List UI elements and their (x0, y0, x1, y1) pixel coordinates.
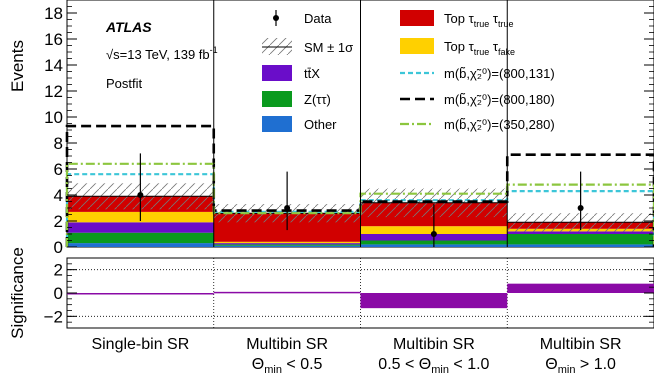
legend-ttx-swatch (262, 65, 292, 81)
significance-bar-bin-1 (213, 291, 361, 294)
ratio-tick-label-0: −2 (44, 307, 63, 326)
category-sublabel-1: Θmin < 0.5 (252, 356, 323, 376)
stack-bar-0-bin-0 (67, 243, 214, 247)
y-axis-label: Events (8, 40, 27, 92)
legend-toptt-sub2: true (498, 19, 514, 29)
significance-bars (67, 269, 654, 317)
data-point-bin-3 (577, 205, 584, 211)
category-sublabel-rest: < 1.0 (449, 356, 490, 373)
category-label-3: Multibin SR (540, 336, 622, 353)
ratio-y-axis: −2 0 2 (44, 257, 654, 329)
data-point-bin-1 (284, 205, 291, 211)
y-tick-label-1: 2 (54, 212, 63, 231)
legend-data-marker (273, 15, 279, 21)
legend-other-text: Other (304, 117, 337, 132)
stack-bar-0-bin-1 (213, 245, 361, 247)
stack-bar-1-bin-3 (507, 234, 654, 245)
significance-bar-bin-0 (67, 293, 214, 295)
legend-sm-label: SM ± 1 (304, 40, 345, 55)
legend-toptf-sub2: fake (498, 47, 515, 57)
category-sublabel-sub: min (431, 364, 449, 376)
legend-toptf-a: Top τ (444, 39, 475, 54)
legend-sig2-text: m(b̃,χ̃₂⁰)=(800,180) (444, 92, 555, 107)
data-point-bin-0 (137, 192, 144, 198)
category-sublabel-sub: min (558, 364, 576, 376)
category-sublabel-rest: > 1.0 (575, 356, 616, 373)
legend-toptt-b: τ (489, 11, 499, 26)
main-y-axis: 0 2 4 6 8 10 12 14 16 18 (44, 0, 654, 257)
significance-bar-bin-3 (507, 283, 654, 293)
stack-bar-1-bin-1 (213, 244, 361, 246)
legend-toptf-sub1: true (474, 47, 490, 57)
category-label-0: Single-bin SR (91, 336, 189, 353)
y-tick-label-6: 12 (44, 82, 63, 101)
ratio-y-axis-label: Significance (8, 247, 27, 339)
postfit-label: Postfit (106, 76, 143, 91)
legend-toptt-sub1: true (474, 19, 490, 29)
stack-bar-2-bin-0 (67, 222, 214, 233)
stack-bar-1-bin-0 (67, 232, 214, 244)
energy-sup: -1 (210, 45, 218, 55)
legend: Data SM ± 1σ tt̄X Z(ττ) Other Top τtrue … (262, 10, 555, 132)
legend-toptf-text: Top τtrue τfake (444, 39, 515, 57)
category-sublabel-sub: min (264, 364, 282, 376)
legend-toptt-text: Top τtrue τtrue (444, 11, 514, 29)
category-sublabel-rest: < 0.5 (282, 356, 323, 373)
atlas-label: ATLAS (105, 19, 152, 35)
y-tick-label-9: 18 (44, 4, 63, 23)
legend-ttx-text: tt̄X (304, 66, 320, 81)
legend-data-text: Data (304, 11, 332, 26)
stack-bar-0-bin-3 (507, 244, 654, 247)
legend-toptt-a: Top τ (444, 11, 475, 26)
ratio-tick-label-2: 2 (54, 261, 63, 280)
category-sublabel-main: Θ (545, 356, 557, 373)
category-sublabel-main: Θ (252, 356, 264, 373)
category-labels: Single-bin SR Multibin SR Θmin < 0.5 Multib… (91, 336, 621, 376)
legend-toptf-swatch (400, 38, 434, 54)
energy-text: √s=13 TeV, 139 fb (106, 47, 210, 62)
category-sublabel-2: 0.5 < Θmin < 1.0 (378, 356, 489, 376)
legend-toptt-swatch (400, 10, 434, 26)
legend-sm-sigma: σ (345, 40, 353, 55)
category-sublabel-3: Θmin > 1.0 (545, 356, 616, 376)
y-tick-label-2: 4 (54, 186, 63, 205)
bin-separators (213, 0, 508, 328)
legend-ztt-swatch (262, 91, 292, 107)
category-label-2: Multibin SR (393, 336, 475, 353)
legend-sig3-text: m(b̃,χ̃₂⁰)=(350,280) (444, 117, 555, 132)
legend-sig1-text: m(b̃,χ̃₂⁰)=(800,131) (444, 66, 555, 81)
data-point-bin-2 (430, 231, 437, 237)
legend-other-swatch (262, 116, 292, 132)
y-tick-label-0: 0 (54, 238, 63, 257)
legend-sm-text: SM ± 1σ (304, 40, 353, 55)
category-sublabel-main: 0.5 < Θ (378, 356, 431, 373)
y-tick-label-7: 14 (44, 56, 63, 75)
stack-bar-3-bin-1 (213, 241, 361, 244)
significance-bar-bin-2 (360, 293, 508, 309)
ratio-tick-label-1: 0 (54, 284, 63, 303)
legend-toptf-b: τ (489, 39, 499, 54)
y-tick-label-5: 10 (44, 108, 63, 127)
energy-label: √s=13 TeV, 139 fb-1 (106, 45, 218, 62)
stack-bar-2-bin-1 (213, 243, 361, 245)
data-points (137, 153, 584, 247)
category-label-1: Multibin SR (246, 336, 328, 353)
y-tick-label-8: 16 (44, 30, 63, 49)
y-tick-label-4: 8 (54, 134, 63, 153)
stack-bar-2-bin-3 (507, 231, 654, 234)
y-tick-label-3: 6 (54, 160, 63, 179)
legend-ztt-text: Z(ττ) (304, 92, 331, 107)
